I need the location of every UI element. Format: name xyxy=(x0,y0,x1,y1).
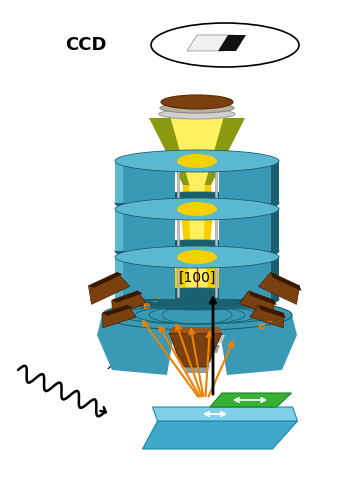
Polygon shape xyxy=(258,305,286,318)
Polygon shape xyxy=(88,272,123,287)
Polygon shape xyxy=(217,315,297,375)
Polygon shape xyxy=(115,209,123,251)
Polygon shape xyxy=(249,291,277,306)
Polygon shape xyxy=(112,291,147,316)
Text: [100]: [100] xyxy=(178,271,216,285)
Polygon shape xyxy=(115,161,175,203)
Text: CCD: CCD xyxy=(65,36,107,54)
Polygon shape xyxy=(115,257,175,299)
Polygon shape xyxy=(103,305,133,316)
Polygon shape xyxy=(142,421,298,449)
Polygon shape xyxy=(181,185,213,215)
Polygon shape xyxy=(103,305,136,328)
Polygon shape xyxy=(215,259,217,297)
Polygon shape xyxy=(115,209,175,251)
Polygon shape xyxy=(171,118,223,185)
Polygon shape xyxy=(210,393,291,407)
Ellipse shape xyxy=(160,103,234,113)
Ellipse shape xyxy=(102,300,292,330)
Ellipse shape xyxy=(115,240,279,262)
Text: e$^-$: e$^-$ xyxy=(257,321,273,332)
Ellipse shape xyxy=(177,154,217,168)
Polygon shape xyxy=(219,257,279,299)
Polygon shape xyxy=(112,291,142,302)
Ellipse shape xyxy=(115,150,279,172)
Polygon shape xyxy=(159,245,235,315)
Ellipse shape xyxy=(159,109,235,119)
Polygon shape xyxy=(184,365,210,373)
Ellipse shape xyxy=(115,192,279,214)
Ellipse shape xyxy=(115,198,279,220)
Polygon shape xyxy=(181,215,213,245)
Polygon shape xyxy=(152,407,298,421)
Ellipse shape xyxy=(115,246,279,268)
Polygon shape xyxy=(174,345,220,353)
Polygon shape xyxy=(189,215,205,245)
Polygon shape xyxy=(239,291,274,316)
Polygon shape xyxy=(88,272,130,304)
Polygon shape xyxy=(184,245,210,315)
Polygon shape xyxy=(271,209,279,251)
Polygon shape xyxy=(219,161,279,203)
Ellipse shape xyxy=(177,202,217,216)
Polygon shape xyxy=(215,211,217,249)
Polygon shape xyxy=(271,257,279,299)
Polygon shape xyxy=(169,327,222,333)
Text: e$^-$: e$^-$ xyxy=(142,301,158,312)
Polygon shape xyxy=(149,118,245,185)
Polygon shape xyxy=(271,272,301,291)
Polygon shape xyxy=(215,163,217,201)
Polygon shape xyxy=(250,305,283,328)
Polygon shape xyxy=(187,35,234,51)
Polygon shape xyxy=(177,163,179,201)
Polygon shape xyxy=(177,211,179,249)
Polygon shape xyxy=(179,355,215,363)
Polygon shape xyxy=(115,257,123,299)
Polygon shape xyxy=(189,185,205,215)
Ellipse shape xyxy=(151,23,299,67)
Polygon shape xyxy=(169,335,225,343)
Text: X-rays: X-rays xyxy=(108,358,151,372)
Polygon shape xyxy=(258,272,300,304)
Polygon shape xyxy=(219,209,279,251)
Ellipse shape xyxy=(115,288,279,310)
Ellipse shape xyxy=(161,95,233,109)
Polygon shape xyxy=(169,333,222,367)
Polygon shape xyxy=(218,35,246,51)
Polygon shape xyxy=(115,161,123,203)
Polygon shape xyxy=(271,161,279,203)
Polygon shape xyxy=(177,259,179,297)
Polygon shape xyxy=(97,315,177,375)
Ellipse shape xyxy=(177,250,217,264)
